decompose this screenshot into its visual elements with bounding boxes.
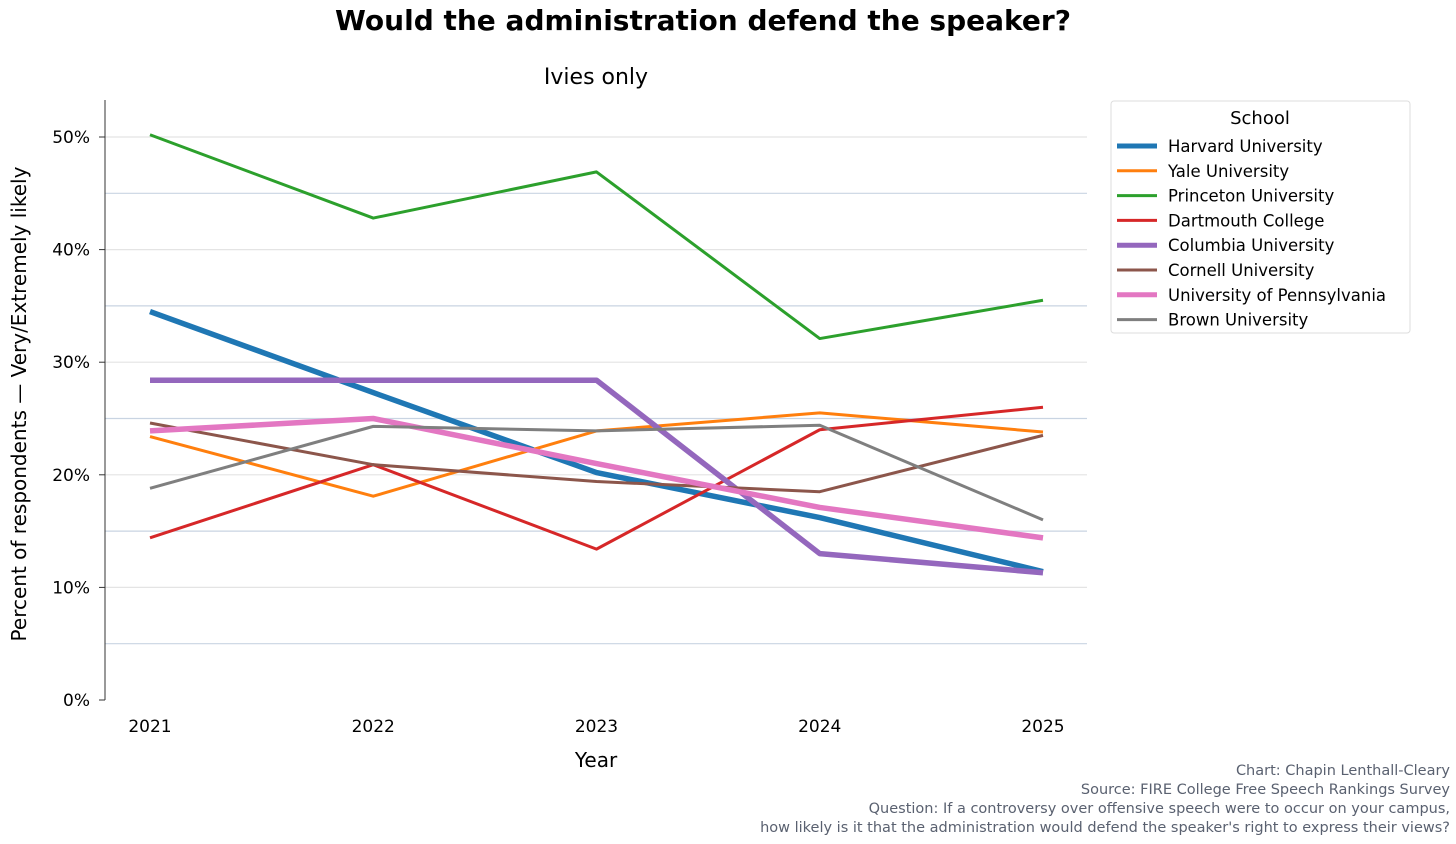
legend-label: University of Pennsylvania <box>1168 286 1386 305</box>
y-tick-label: 0% <box>63 691 90 711</box>
x-tick-label: 2025 <box>1021 717 1064 737</box>
legend-label: Brown University <box>1168 311 1309 330</box>
footer-question-1: Question: If a controversy over offensiv… <box>868 801 1450 817</box>
chart-subtitle: Ivies only <box>544 65 648 90</box>
legend-label: Cornell University <box>1168 261 1315 280</box>
legend-label: Harvard University <box>1168 137 1323 156</box>
x-tick-label: 2021 <box>128 717 171 737</box>
y-axis-label: Percent of respondents — Very/Extremely … <box>7 166 31 641</box>
x-tick-label: 2022 <box>352 717 395 737</box>
legend-label: Princeton University <box>1168 187 1334 206</box>
y-tick-label: 10% <box>52 578 90 598</box>
series-line-dartmouth-college <box>149 405 1044 551</box>
footer-source: Source: FIRE College Free Speech Ranking… <box>1080 782 1450 798</box>
legend: School Harvard University Yale University… <box>1110 100 1411 334</box>
series-line-harvard-university <box>149 308 1044 575</box>
footer-credit: Chart: Chapin Lenthall-Cleary <box>1235 763 1450 779</box>
legend-title: School <box>1230 108 1290 129</box>
y-tick-label: 30% <box>52 353 90 373</box>
y-tick-label: 40% <box>52 241 90 261</box>
series-line-university-of-pennsylvania <box>149 415 1044 541</box>
chart-footer: Chart: Chapin Lenthall-Cleary Source: FI… <box>760 762 1450 838</box>
legend-label: Yale University <box>1167 162 1289 181</box>
series-line-brown-university <box>149 423 1044 522</box>
chart-title: Would the administration defend the spea… <box>335 4 1071 37</box>
legend-label: Columbia University <box>1168 236 1335 255</box>
series-line-columbia-university <box>150 377 1044 576</box>
series-line-princeton-university <box>149 133 1044 341</box>
x-axis-label: Year <box>574 748 618 772</box>
x-tick-label: 2023 <box>575 717 618 737</box>
series-line-cornell-university <box>149 421 1044 494</box>
footer-question-2: how likely is it that the administration… <box>760 820 1450 836</box>
legend-box <box>1110 100 1411 334</box>
y-tick-label: 50% <box>52 128 90 148</box>
legend-label: Dartmouth College <box>1168 211 1324 230</box>
x-tick-label: 2024 <box>798 717 841 737</box>
y-tick-label: 20% <box>52 466 90 486</box>
